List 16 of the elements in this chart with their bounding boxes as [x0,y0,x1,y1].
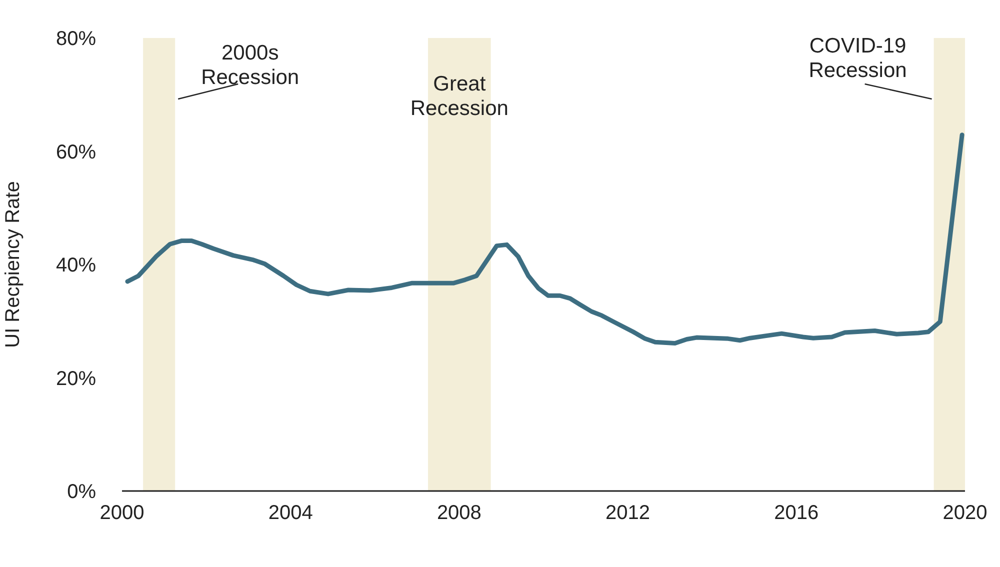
y-axis-title: UI Recpiency Rate [2,181,24,348]
y-tick-label: 0% [67,481,96,504]
x-tick-label: 2008 [436,502,482,524]
band-label: Great Recession [410,72,508,120]
x-tick-label: 2004 [268,502,313,524]
band-label: 2000s Recession [201,42,300,89]
y-tick-label: 80% [56,28,96,50]
line-series [125,132,964,346]
x-tick-label: 2020 [942,502,988,524]
x-tick-label: 2012 [606,502,650,524]
x-tick-label: 2000 [100,502,144,524]
x-tick-label: 2016 [774,502,819,524]
y-tick-label: 60% [56,141,96,164]
y-tick-label: 20% [56,368,96,390]
y-tick-label: 40% [56,254,96,277]
band-label: COVID-19 Recession [808,34,907,82]
